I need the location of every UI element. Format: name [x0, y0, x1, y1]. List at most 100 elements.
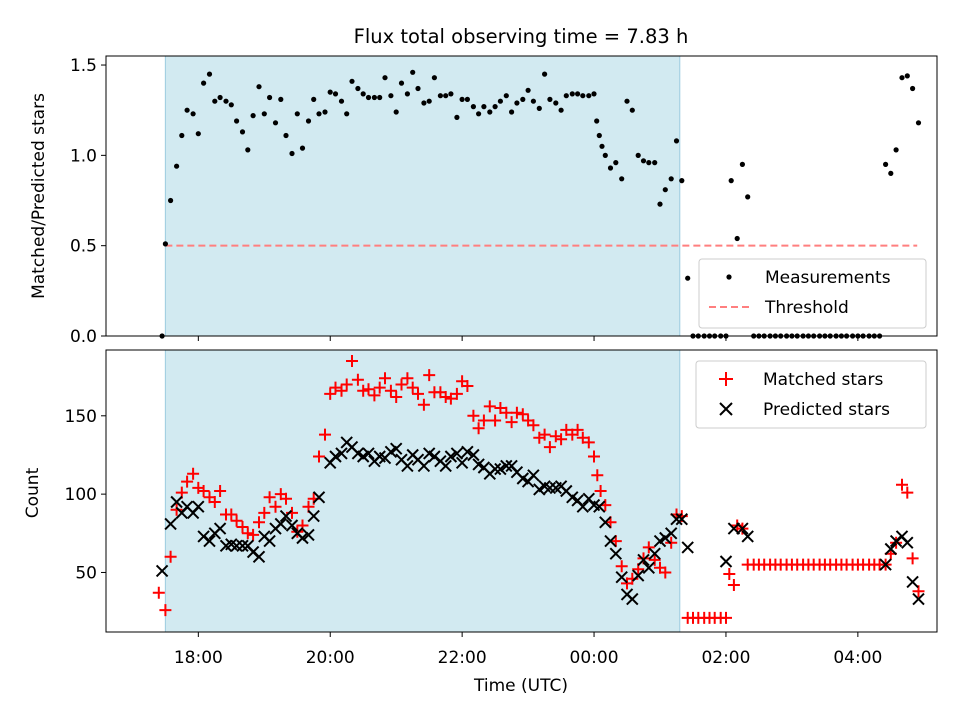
measurement-point	[459, 96, 465, 102]
predicted-star-point	[192, 500, 205, 513]
measurement-point	[289, 150, 295, 157]
predicted-star-point	[637, 553, 650, 567]
measurement-point	[673, 138, 680, 144]
matched-star-point	[368, 389, 381, 402]
measurement-point	[899, 75, 905, 81]
measurement-point	[398, 80, 405, 86]
legend-label-measurements: Measurements	[765, 268, 891, 288]
matched-star-point	[591, 469, 604, 482]
predicted-star-point	[417, 459, 431, 473]
top-ytick-label: 1.5	[70, 56, 97, 76]
measurement-point	[476, 111, 482, 117]
predicted-star-point	[444, 450, 458, 463]
measurement-point	[525, 87, 531, 93]
top-shaded-span	[164, 55, 681, 337]
bottom-xtick-label: 20:00	[306, 648, 355, 668]
measurement-point	[563, 93, 569, 99]
legend-label-matched: Matched stars	[763, 370, 883, 390]
predicted-star-point	[912, 592, 925, 606]
measurement-point	[739, 161, 746, 167]
measurement-point	[393, 109, 399, 115]
measurement-point	[591, 91, 597, 97]
predicted-star-point	[609, 547, 623, 560]
measurement-point	[547, 96, 553, 102]
predicted-star-point	[906, 575, 919, 589]
matched-star-point	[527, 419, 540, 432]
measurement-point	[509, 109, 515, 115]
measurement-point	[234, 118, 240, 124]
top-ytick-label: 0.5	[70, 237, 97, 257]
measurement-point	[316, 111, 322, 117]
predicted-star-point	[626, 592, 639, 606]
legend-marker-predicted	[719, 402, 733, 416]
measurement-point	[520, 96, 526, 102]
measurement-point	[245, 147, 251, 153]
predicted-star-point	[362, 447, 375, 460]
measurement-point	[344, 111, 350, 117]
measurement-point	[646, 160, 652, 166]
measurement-point	[228, 102, 234, 108]
measurement-point	[624, 98, 630, 104]
measurement-point	[599, 143, 605, 149]
predicted-star-point	[879, 558, 892, 571]
predicted-star-point	[213, 522, 227, 535]
matched-star-point	[164, 550, 177, 563]
predicted-star-point	[467, 448, 480, 462]
measurement-point	[179, 132, 185, 139]
measurement-point	[569, 91, 575, 97]
measurement-point	[904, 73, 910, 79]
measurement-point	[652, 160, 658, 166]
predicted-star-point	[335, 447, 348, 460]
matched-star-point	[472, 422, 485, 435]
predicted-star-point	[401, 459, 414, 473]
legend-label-threshold: Threshold	[764, 298, 849, 318]
measurement-point	[168, 197, 174, 204]
measurement-point	[388, 93, 394, 99]
top-panel: 0.0 0.5 1.0 1.5 Matched/Predicted stars Mea…	[29, 55, 938, 347]
matched-star-point	[461, 380, 474, 392]
top-axes-frame	[105, 55, 938, 337]
bottom-xtick-label: 04:00	[833, 648, 882, 668]
measurement-point	[322, 109, 328, 115]
matched-star-point	[723, 568, 736, 580]
matched-star-point	[582, 436, 595, 449]
measurement-point	[272, 120, 279, 126]
measurement-point	[261, 111, 267, 117]
matched-star-point	[543, 441, 556, 454]
matched-star-point	[159, 604, 172, 617]
bottom-xtick-label: 18:00	[174, 648, 223, 668]
matched-star-point	[390, 391, 403, 403]
matched-star-point	[412, 387, 424, 400]
matched-star-point	[225, 508, 238, 521]
matched-star-point	[489, 414, 502, 427]
matched-star-point	[500, 406, 513, 419]
matched-star-point	[594, 485, 607, 497]
matched-star-point	[319, 428, 331, 441]
measurement-point	[454, 114, 460, 120]
predicted-star-point	[681, 541, 694, 554]
measurement-point	[503, 93, 509, 99]
matched-star-point	[247, 528, 260, 541]
measurement-point	[426, 98, 432, 104]
bottom-ytick-label: 50	[75, 563, 97, 583]
predicted-star-point	[494, 462, 507, 476]
measurement-point	[443, 93, 449, 99]
matched-star-point	[362, 383, 375, 396]
measurement-point	[365, 94, 372, 101]
measurement-point	[217, 94, 223, 101]
measurement-point	[421, 100, 427, 106]
predicted-star-point	[719, 555, 733, 568]
measurement-point	[360, 91, 366, 97]
matched-star-point	[230, 514, 243, 527]
measurement-point	[223, 98, 229, 104]
matched-star-point	[351, 373, 364, 386]
bottom-ytick-label: 100	[65, 485, 97, 505]
measurement-point	[536, 105, 542, 111]
legend-label-predicted: Predicted stars	[763, 400, 890, 420]
predicted-star-point	[648, 547, 661, 560]
measurement-point	[206, 71, 213, 77]
predicted-star-point	[543, 481, 557, 495]
matched-star-point	[280, 492, 292, 505]
predicted-star-point	[296, 531, 309, 545]
